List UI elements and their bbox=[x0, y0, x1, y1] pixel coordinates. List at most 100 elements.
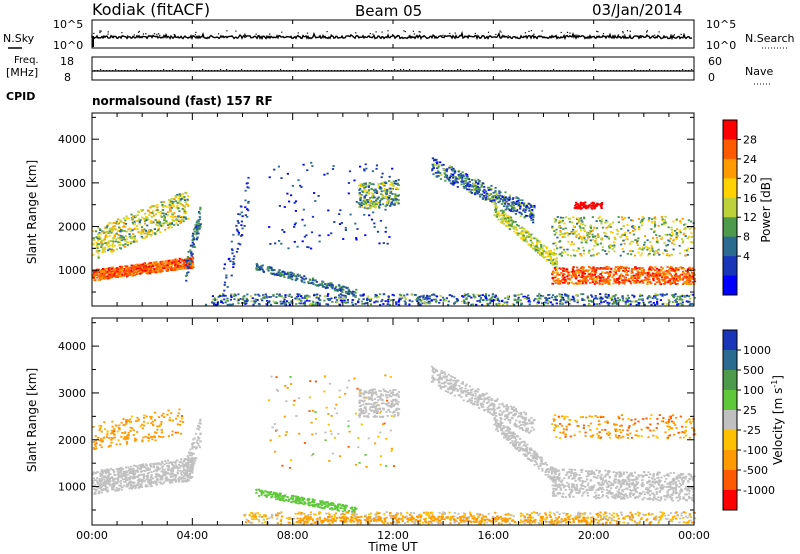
power-point bbox=[116, 230, 120, 232]
power-point bbox=[119, 247, 122, 249]
power-point bbox=[663, 274, 666, 277]
power-point bbox=[283, 272, 286, 274]
power-point bbox=[599, 242, 603, 245]
power-point bbox=[606, 235, 609, 238]
power-point bbox=[545, 246, 548, 248]
power-point bbox=[466, 295, 470, 297]
power-point bbox=[626, 294, 630, 297]
power-point bbox=[566, 277, 569, 280]
power-point bbox=[467, 293, 470, 295]
power-point bbox=[588, 232, 591, 234]
power-point bbox=[646, 296, 650, 299]
power-point bbox=[654, 297, 657, 299]
power-point bbox=[633, 300, 636, 303]
power-point bbox=[689, 283, 692, 285]
nsearch-point bbox=[617, 34, 620, 36]
nave-point bbox=[172, 69, 174, 71]
power-point bbox=[491, 196, 494, 198]
power-point bbox=[607, 303, 610, 306]
power-point bbox=[512, 225, 515, 228]
power-point bbox=[100, 245, 103, 247]
power-point bbox=[298, 298, 301, 300]
power-point bbox=[555, 253, 558, 256]
power-point bbox=[568, 302, 571, 305]
power-point bbox=[142, 228, 145, 231]
power-point bbox=[659, 293, 662, 296]
power-point bbox=[686, 280, 689, 283]
power-point bbox=[606, 220, 609, 223]
power-point bbox=[190, 252, 193, 255]
power-point bbox=[457, 173, 460, 176]
power-point bbox=[461, 300, 464, 303]
power-point bbox=[658, 253, 661, 256]
power-point bbox=[119, 230, 122, 233]
power-colorbar-label-0: 28 bbox=[743, 133, 757, 146]
power-point bbox=[385, 195, 388, 198]
power-point bbox=[506, 198, 509, 201]
power-point bbox=[98, 238, 101, 240]
power-point bbox=[442, 299, 445, 302]
power-point bbox=[93, 238, 96, 241]
power-point bbox=[154, 233, 157, 235]
power-point bbox=[615, 281, 618, 284]
power-ylabel: Slant Range [km] bbox=[25, 160, 39, 264]
power-point bbox=[595, 220, 598, 222]
power-point bbox=[287, 277, 290, 279]
power-point bbox=[363, 302, 366, 305]
power-point bbox=[491, 296, 494, 299]
power-point bbox=[237, 233, 240, 236]
power-point bbox=[195, 229, 198, 231]
power-point bbox=[243, 225, 246, 227]
power-point bbox=[657, 273, 661, 275]
nave-point bbox=[139, 70, 141, 72]
power-point bbox=[639, 293, 642, 296]
power-point bbox=[581, 282, 584, 285]
power-point bbox=[159, 231, 162, 234]
power-point bbox=[549, 251, 552, 253]
power-point bbox=[563, 276, 566, 279]
power-point bbox=[104, 236, 107, 238]
nave-point bbox=[196, 70, 198, 72]
power-point bbox=[363, 206, 366, 209]
power-point bbox=[378, 242, 381, 245]
power-point bbox=[307, 246, 310, 249]
power-point bbox=[483, 188, 486, 191]
power-point bbox=[642, 217, 645, 220]
power-point bbox=[270, 272, 273, 275]
power-point bbox=[588, 249, 591, 252]
power-point bbox=[479, 298, 482, 301]
power-point bbox=[98, 232, 101, 234]
nave-point bbox=[349, 70, 351, 72]
power-point bbox=[553, 262, 557, 265]
power-point bbox=[187, 205, 190, 207]
power-point bbox=[228, 303, 231, 306]
power-point bbox=[134, 264, 138, 266]
power-point bbox=[173, 259, 176, 262]
power-point bbox=[108, 240, 111, 242]
power-point bbox=[627, 297, 630, 299]
power-point bbox=[567, 240, 570, 243]
power-point bbox=[129, 237, 132, 239]
power-point bbox=[498, 200, 501, 203]
power-point bbox=[388, 195, 391, 197]
nsearch-point bbox=[412, 30, 414, 32]
power-point bbox=[453, 169, 456, 172]
power-point bbox=[606, 281, 609, 283]
power-point bbox=[577, 247, 580, 250]
power-point bbox=[368, 184, 371, 187]
power-point bbox=[518, 227, 522, 229]
power-point bbox=[481, 198, 485, 200]
power-point bbox=[387, 297, 390, 300]
power-point bbox=[630, 225, 634, 228]
power-point bbox=[141, 263, 144, 266]
power-point bbox=[366, 299, 369, 302]
power-point bbox=[561, 219, 564, 222]
nave-point bbox=[463, 70, 465, 72]
power-point bbox=[624, 267, 627, 270]
nave-point bbox=[691, 69, 693, 71]
power-point bbox=[531, 205, 534, 208]
power-point bbox=[613, 279, 616, 281]
nsearch-tick-top: 10^5 bbox=[706, 18, 736, 31]
power-point bbox=[104, 272, 107, 275]
power-point bbox=[465, 174, 468, 177]
